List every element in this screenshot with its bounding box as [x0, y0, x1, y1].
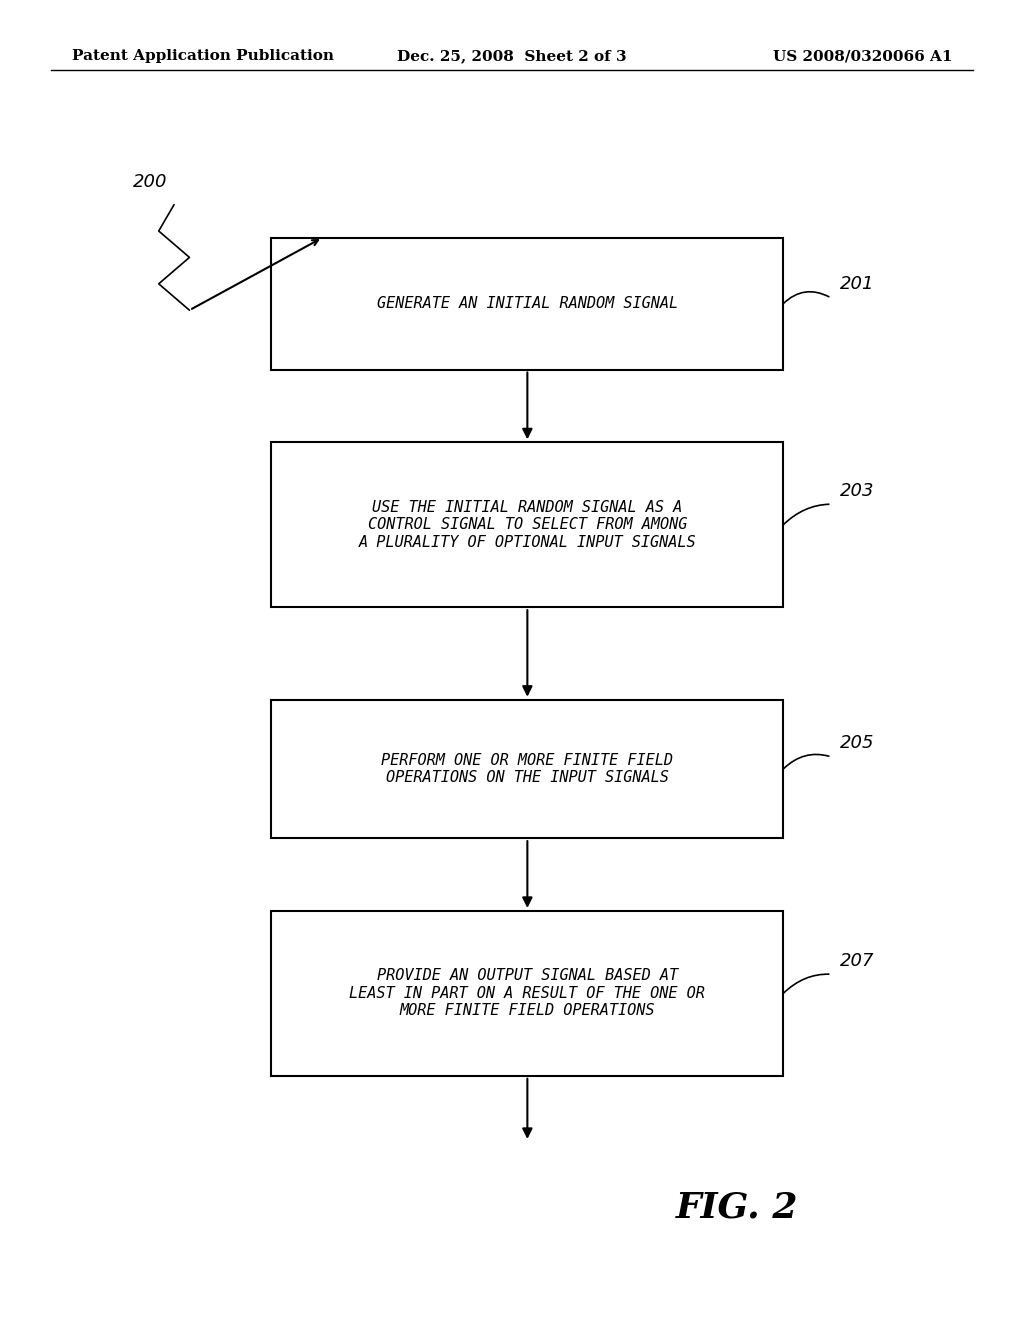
Text: 205: 205	[840, 734, 874, 752]
Text: PROVIDE AN OUTPUT SIGNAL BASED AT
LEAST IN PART ON A RESULT OF THE ONE OR
MORE F: PROVIDE AN OUTPUT SIGNAL BASED AT LEAST …	[349, 969, 706, 1018]
Text: 201: 201	[840, 275, 874, 293]
Text: Dec. 25, 2008  Sheet 2 of 3: Dec. 25, 2008 Sheet 2 of 3	[397, 49, 627, 63]
FancyBboxPatch shape	[271, 700, 783, 838]
FancyBboxPatch shape	[271, 442, 783, 607]
Text: FIG. 2: FIG. 2	[676, 1191, 799, 1225]
Text: Patent Application Publication: Patent Application Publication	[72, 49, 334, 63]
Text: 203: 203	[840, 482, 874, 500]
Text: 207: 207	[840, 952, 874, 970]
Text: US 2008/0320066 A1: US 2008/0320066 A1	[773, 49, 952, 63]
FancyBboxPatch shape	[271, 238, 783, 370]
Text: PERFORM ONE OR MORE FINITE FIELD
OPERATIONS ON THE INPUT SIGNALS: PERFORM ONE OR MORE FINITE FIELD OPERATI…	[381, 752, 674, 785]
Text: GENERATE AN INITIAL RANDOM SIGNAL: GENERATE AN INITIAL RANDOM SIGNAL	[377, 296, 678, 312]
Text: 200: 200	[133, 173, 168, 191]
Text: USE THE INITIAL RANDOM SIGNAL AS A
CONTROL SIGNAL TO SELECT FROM AMONG
A PLURALI: USE THE INITIAL RANDOM SIGNAL AS A CONTR…	[358, 500, 696, 549]
FancyBboxPatch shape	[271, 911, 783, 1076]
